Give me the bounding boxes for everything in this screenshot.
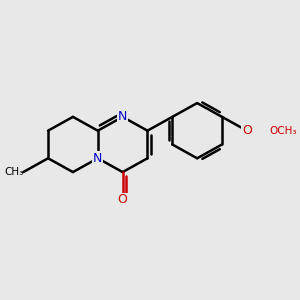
Text: OCH₃: OCH₃ — [269, 126, 296, 136]
Text: O: O — [242, 124, 252, 137]
Text: O: O — [118, 193, 128, 206]
Text: CH₃: CH₃ — [4, 167, 23, 177]
Text: N: N — [93, 152, 103, 165]
Text: N: N — [118, 110, 127, 123]
